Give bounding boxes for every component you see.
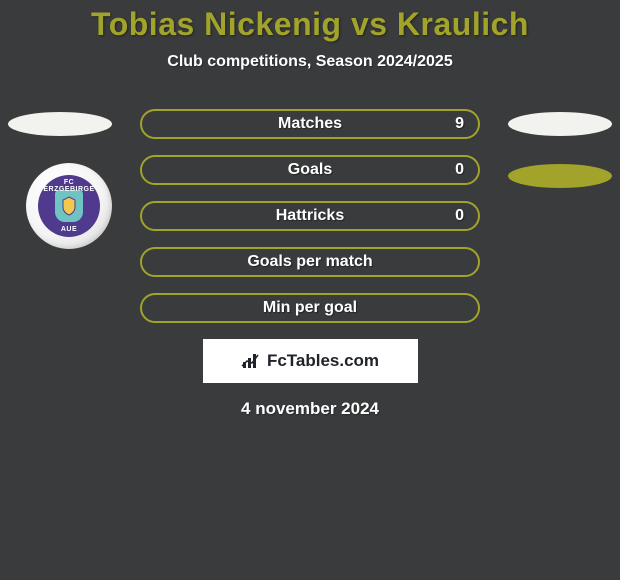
left-club-badge: FC ERZGEBIRGE AUE [26,163,112,249]
stat-right-value: 0 [455,207,464,225]
attribution-badge[interactable]: FcTables.com [203,339,418,383]
left-player-placeholder [8,112,112,136]
right-player-placeholder-2 [508,164,612,188]
attribution-text: FcTables.com [267,351,379,371]
club-shield-icon [60,196,78,216]
club-badge-top-text: FC ERZGEBIRGE [38,179,100,193]
date-line: 4 november 2024 [0,399,620,419]
stat-row: Hattricks 0 [140,201,480,231]
stat-row: Goals 0 [140,155,480,185]
right-player-placeholder-1 [508,112,612,136]
bar-chart-icon [241,352,263,370]
stat-label: Hattricks [276,207,344,225]
stat-row: Matches 9 [140,109,480,139]
stat-row: Goals per match [140,247,480,277]
stat-row: Min per goal [140,293,480,323]
stat-label: Matches [278,115,342,133]
stat-label: Min per goal [263,299,357,317]
club-badge-ring: FC ERZGEBIRGE AUE [38,175,100,237]
stat-label: Goals per match [247,253,372,271]
comparison-card: Tobias Nickenig vs Kraulich Club competi… [0,0,620,580]
stat-label: Goals [288,161,332,179]
stat-rows: Matches 9 Goals 0 Hattricks 0 Goals per match M… [140,109,480,323]
subtitle: Club competitions, Season 2024/2025 [0,53,620,71]
club-badge-shield [55,190,83,222]
page-title: Tobias Nickenig vs Kraulich [0,6,620,43]
body-area: FC ERZGEBIRGE AUE Matches9Goals0Hattrick… [0,109,620,419]
stat-right-value: 0 [455,161,464,179]
club-badge-bottom-text: AUE [61,226,77,233]
stat-right-value: 9 [455,115,464,133]
